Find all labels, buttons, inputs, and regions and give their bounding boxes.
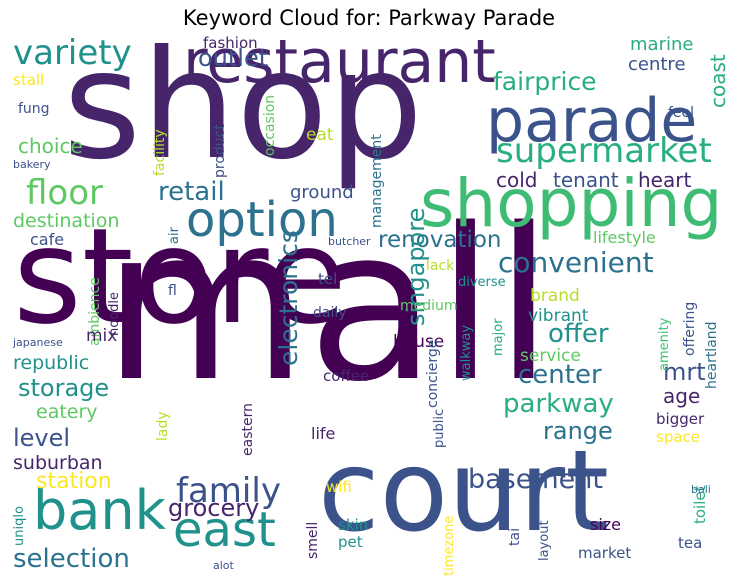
word-court: court	[318, 427, 610, 557]
word-retail: retail	[158, 177, 225, 207]
word-cold: cold	[496, 168, 538, 192]
word-selection: selection	[13, 544, 130, 574]
word-walkway: walkway	[459, 324, 474, 381]
word-pet: pet	[338, 533, 363, 551]
word-wifi: wifi	[326, 478, 352, 496]
word-bigger: bigger	[656, 410, 705, 428]
word-station: station	[36, 469, 112, 494]
word-fashion: fashion	[203, 36, 258, 52]
word-range: range	[543, 417, 613, 445]
word-tai: tai	[507, 528, 523, 546]
word-tel: tel	[318, 270, 338, 288]
word-variety: variety	[13, 36, 132, 73]
word-vibrant: vibrant	[528, 306, 589, 326]
word-uniqlo: uniqlo	[12, 506, 27, 546]
word-center: center	[518, 360, 602, 390]
word-life: life	[311, 424, 336, 443]
word-japanese: japanese	[13, 336, 63, 349]
word-skin: skin	[338, 516, 369, 534]
word-smell: smell	[305, 521, 321, 559]
word-butcher: butcher	[328, 235, 371, 248]
word-mall: mall	[103, 183, 553, 428]
word-stall: stall	[13, 71, 45, 89]
word-occasion: occasion	[262, 94, 278, 156]
word-centre: centre	[628, 54, 686, 75]
word-shopping: shopping	[420, 165, 723, 242]
word-coffee: coffee	[323, 367, 370, 385]
word-restaurant: restaurant	[183, 36, 496, 97]
word-parade: parade	[486, 86, 698, 156]
word-lifestyle: lifestyle	[593, 228, 656, 247]
word-mix: mix	[86, 326, 118, 346]
page-title: Keyword Cloud for: Parkway Parade	[182, 6, 556, 30]
word-shop: shop	[63, 36, 424, 193]
word-management: management	[369, 134, 385, 228]
word-lady: lady	[155, 411, 171, 441]
word-public: public	[432, 408, 447, 448]
word-republic: republic	[13, 352, 90, 374]
word-layout: layout	[537, 520, 552, 561]
word-fairprice: fairprice	[493, 67, 597, 96]
word-parkway: parkway	[503, 389, 614, 419]
word-coast: coast	[706, 54, 730, 108]
word-age: age	[663, 384, 701, 408]
word-ground: ground	[290, 182, 354, 203]
word-level: level	[13, 424, 71, 452]
word-lack: lack	[426, 258, 455, 274]
word-fung: fung	[18, 101, 50, 117]
word-option: option	[186, 192, 338, 248]
word-major: major	[491, 318, 506, 356]
word-family: family	[176, 471, 281, 511]
word-cafe: cafe	[30, 230, 65, 249]
word-offering: offering	[682, 301, 698, 356]
word-diverse: diverse	[458, 275, 506, 290]
word-choice: choice	[18, 134, 83, 158]
word-product: product	[212, 124, 228, 178]
word-cloud: mall store shop court restaurant shoppin…	[8, 36, 730, 578]
word-space: space	[656, 428, 701, 446]
word-electronics: electronics	[274, 230, 303, 366]
word-heartland: heartland	[704, 321, 720, 389]
word-tea: tea	[678, 534, 703, 552]
word-suburban: suburban	[13, 452, 103, 474]
word-daily: daily	[313, 305, 347, 321]
word-market: market	[578, 544, 632, 562]
word-air: air	[167, 227, 182, 244]
word-tenant: tenant	[553, 168, 619, 192]
word-bakery: bakery	[13, 158, 51, 171]
word-size: size	[590, 515, 622, 534]
word-medium: medium	[400, 298, 458, 314]
word-offer: offer	[548, 319, 609, 349]
word-destination: destination	[13, 210, 120, 232]
word-service: service	[520, 346, 581, 366]
word-eat: eat	[306, 125, 334, 145]
word-mrt: mrt	[663, 358, 706, 386]
word-east: east	[173, 502, 276, 558]
word-concierge: concierge	[425, 339, 441, 408]
word-amenity: amenity	[657, 317, 672, 371]
word-house: house	[393, 332, 445, 352]
word-bank: bank	[33, 479, 166, 542]
word-facility: facility	[152, 129, 168, 176]
word-feel: feel	[668, 105, 695, 121]
word-outlet: outlet	[198, 44, 269, 72]
word-fl: fl	[168, 283, 177, 299]
word-marine: marine	[630, 36, 694, 55]
word-eatery: eatery	[36, 401, 98, 423]
word-renovation: renovation	[378, 227, 502, 253]
word-store: store	[13, 200, 347, 354]
word-heart: heart	[638, 168, 692, 192]
word-grocery: grocery	[168, 494, 260, 522]
word-floor: floor	[26, 173, 103, 213]
word-basement: basement	[468, 464, 603, 495]
word-convenient: convenient	[498, 246, 654, 279]
word-timezone: timezone	[442, 515, 457, 576]
word-eastern: eastern	[240, 403, 256, 456]
word-bali: bali	[691, 483, 711, 496]
word-alot: alot	[213, 559, 234, 572]
word-supermarket: supermarket	[496, 131, 712, 171]
word-storage: storage	[18, 374, 110, 402]
word-brand: brand	[530, 286, 580, 306]
